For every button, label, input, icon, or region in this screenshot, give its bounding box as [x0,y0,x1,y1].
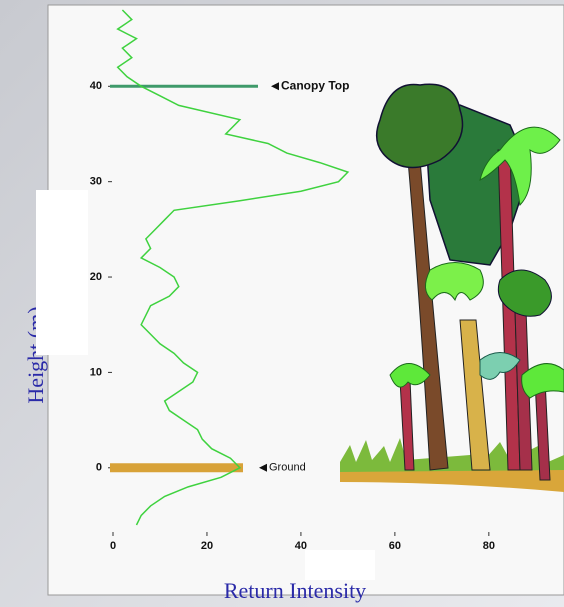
overlay-box [36,190,88,355]
annotation-label: Canopy Top [281,78,349,92]
y-tick-label: 0 [96,462,102,474]
overlay-box [305,550,375,580]
x-tick-label: 20 [201,540,213,552]
x-tick-label: 80 [483,540,495,552]
annotation-label: Ground [269,462,306,474]
y-tick-label: 40 [90,80,102,92]
y-tick-label: 30 [90,176,102,188]
x-tick-label: 0 [110,540,116,552]
plot-panel [48,5,564,595]
x-tick-label: 60 [389,540,401,552]
y-tick-label: 20 [90,271,102,283]
x-axis-label: Return Intensity [224,578,366,603]
y-tick-label: 10 [90,366,102,378]
page: Return Intensity Height (m) 010203040020… [0,0,564,607]
chart: Return Intensity Height (m) 010203040020… [0,0,564,607]
